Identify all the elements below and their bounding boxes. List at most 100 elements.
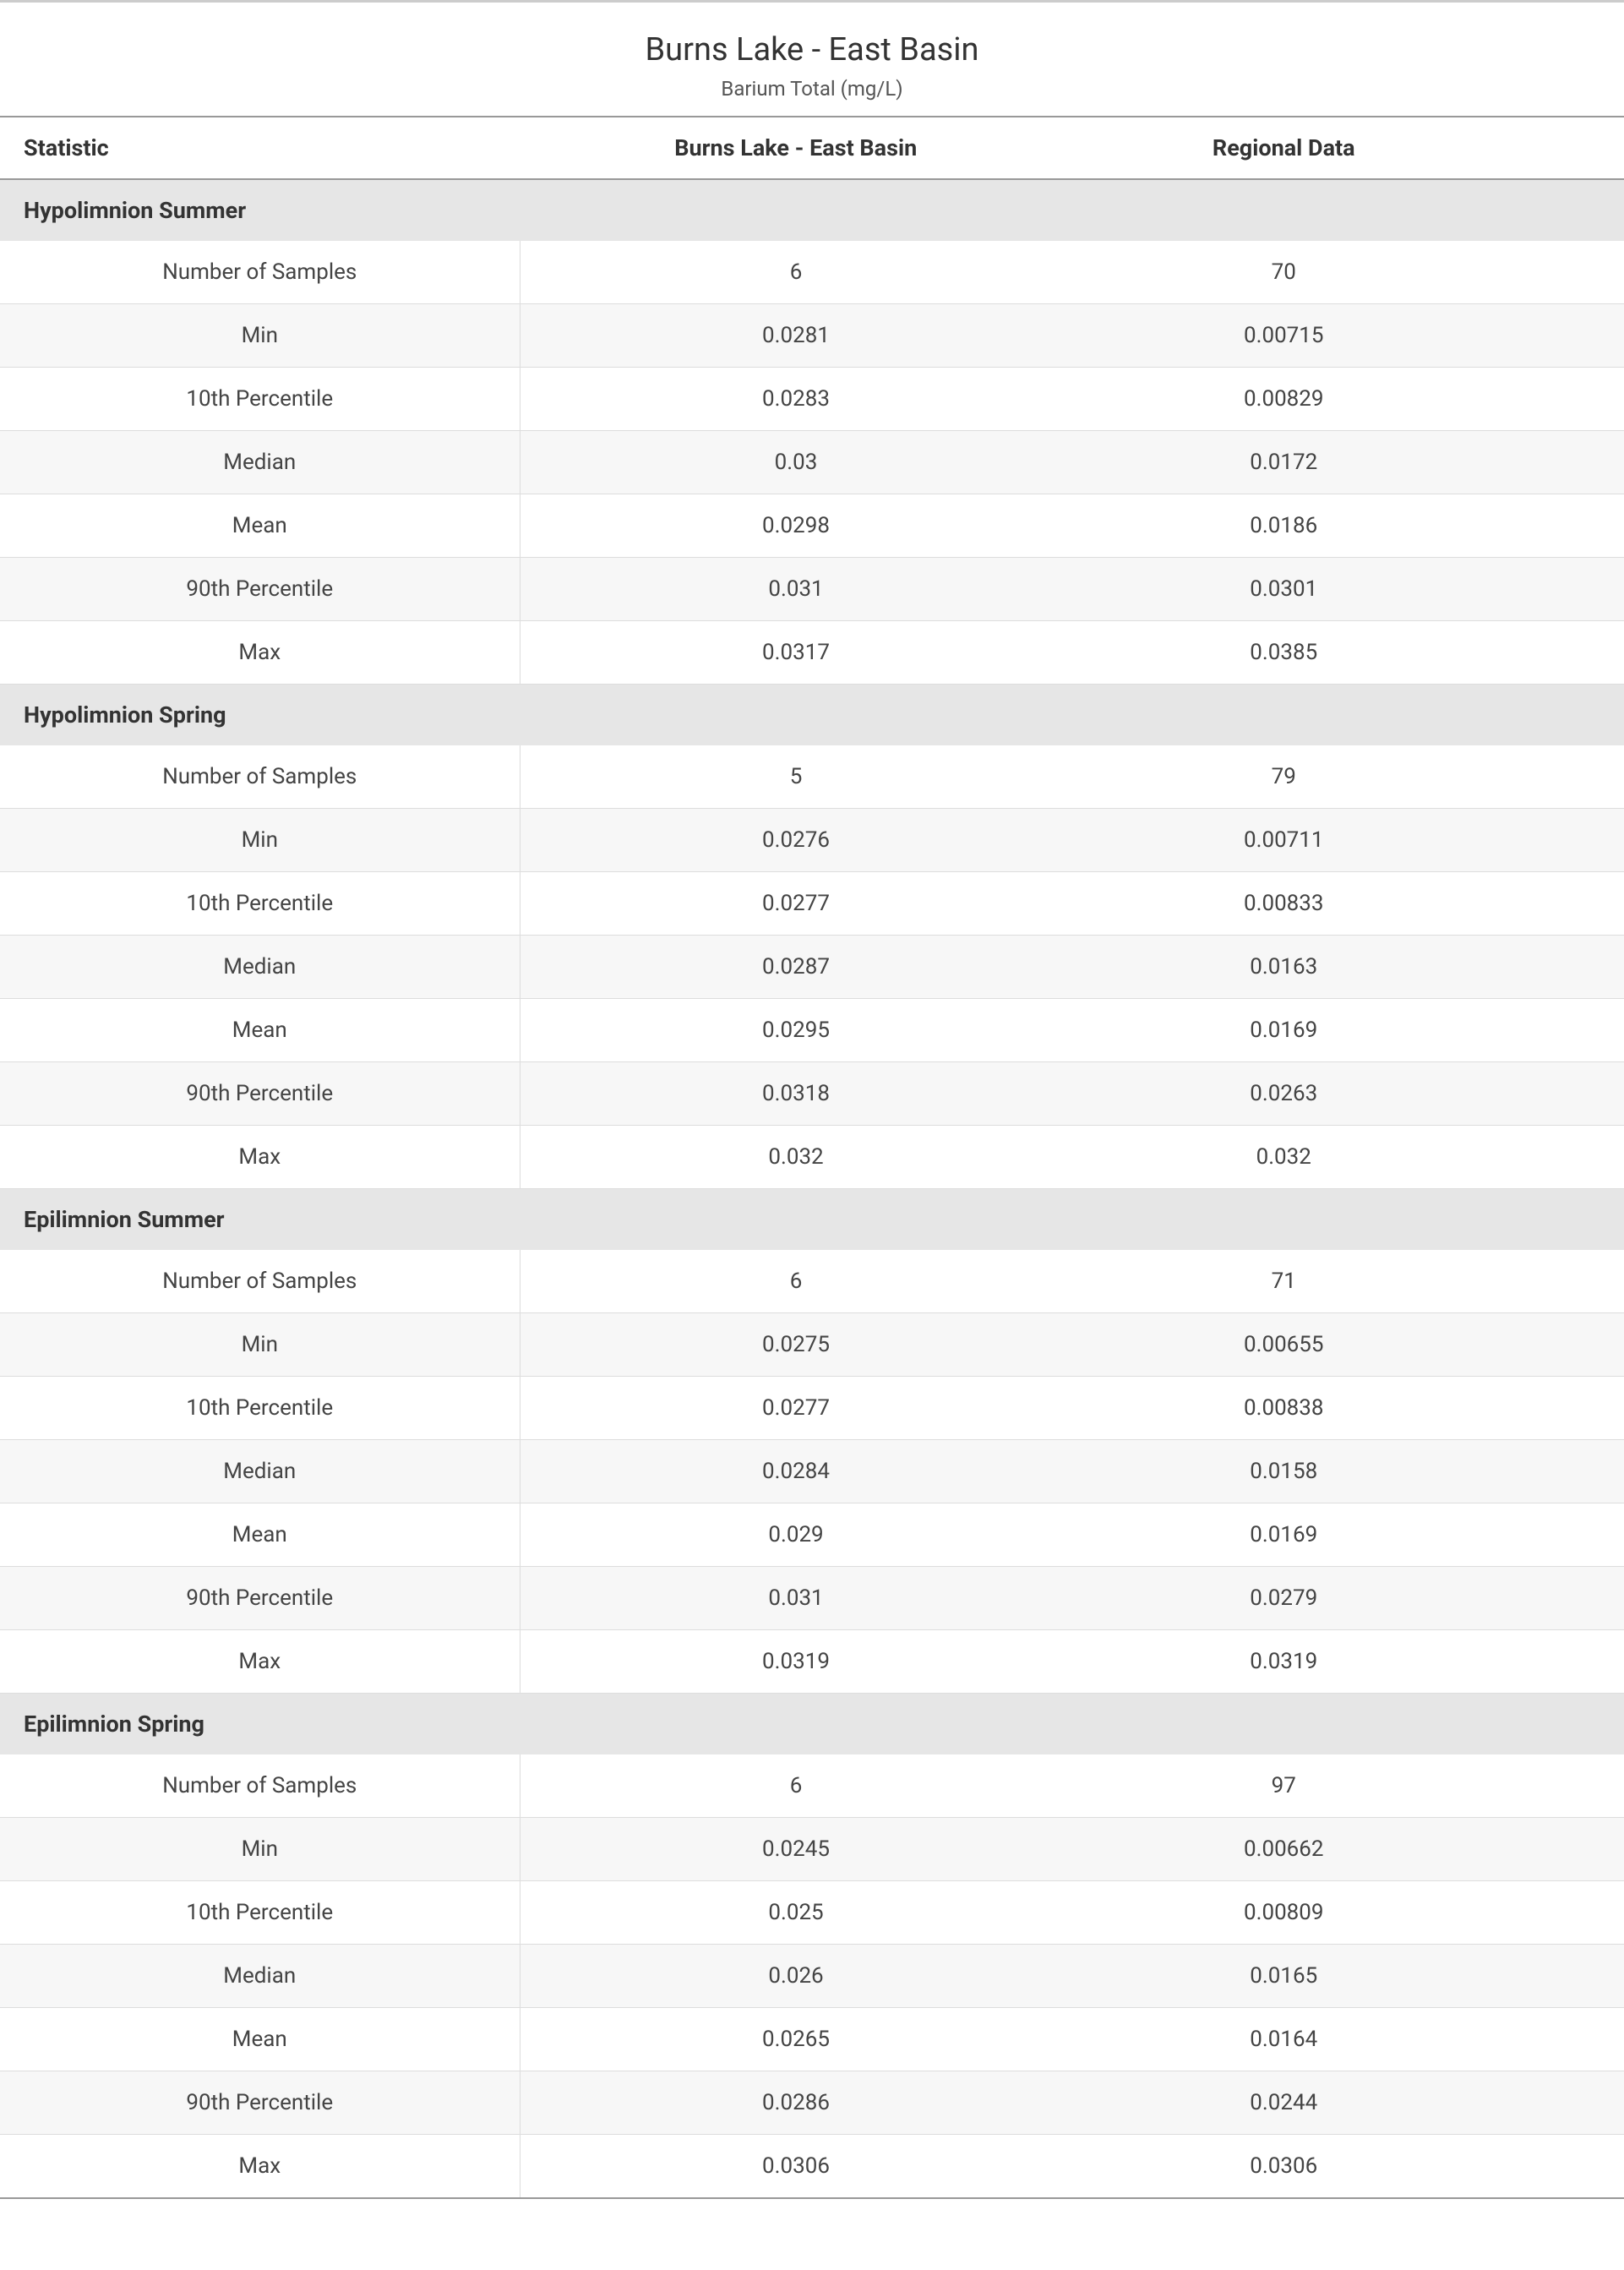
stat-label: Max <box>0 621 520 685</box>
table-row: Min0.02450.00662 <box>0 1818 1624 1881</box>
table-row: Median0.02840.0158 <box>0 1440 1624 1503</box>
stat-label: Median <box>0 1945 520 2008</box>
section-label: Epilimnion Spring <box>0 1694 1624 1755</box>
table-row: 90th Percentile0.03180.0263 <box>0 1062 1624 1126</box>
table-row: Min0.02760.00711 <box>0 809 1624 872</box>
stat-label: 10th Percentile <box>0 1377 520 1440</box>
stat-label: 90th Percentile <box>0 1062 520 1126</box>
table-row: Median0.030.0172 <box>0 431 1624 494</box>
regional-value: 0.0306 <box>1072 2135 1624 2199</box>
stat-label: Mean <box>0 999 520 1062</box>
regional-value: 0.0169 <box>1072 999 1624 1062</box>
section-label: Epilimnion Summer <box>0 1189 1624 1251</box>
table-row: Number of Samples670 <box>0 241 1624 304</box>
regional-value: 0.0163 <box>1072 936 1624 999</box>
site-value: 0.0306 <box>520 2135 1071 2199</box>
table-row: Number of Samples671 <box>0 1250 1624 1313</box>
section-header: Hypolimnion Summer <box>0 179 1624 241</box>
table-row: Max0.03190.0319 <box>0 1630 1624 1694</box>
table-row: Max0.0320.032 <box>0 1126 1624 1189</box>
table-body: Hypolimnion SummerNumber of Samples670Mi… <box>0 179 1624 2198</box>
regional-value: 0.032 <box>1072 1126 1624 1189</box>
section-header: Epilimnion Spring <box>0 1694 1624 1755</box>
col-header-regional: Regional Data <box>1072 117 1624 179</box>
stat-label: Median <box>0 1440 520 1503</box>
stat-label: Max <box>0 1630 520 1694</box>
site-value: 6 <box>520 241 1071 304</box>
page-subtitle: Barium Total (mg/L) <box>0 77 1624 116</box>
regional-value: 0.0263 <box>1072 1062 1624 1126</box>
table-row: Mean0.02950.0169 <box>0 999 1624 1062</box>
table-row: Number of Samples697 <box>0 1754 1624 1818</box>
stat-label: 10th Percentile <box>0 368 520 431</box>
site-value: 0.025 <box>520 1881 1071 1945</box>
regional-value: 0.0172 <box>1072 431 1624 494</box>
stat-label: Median <box>0 936 520 999</box>
stat-label: Min <box>0 809 520 872</box>
table-row: Min0.02750.00655 <box>0 1313 1624 1377</box>
site-value: 0.0318 <box>520 1062 1071 1126</box>
site-value: 0.026 <box>520 1945 1071 2008</box>
site-value: 0.032 <box>520 1126 1071 1189</box>
regional-value: 0.00833 <box>1072 872 1624 936</box>
regional-value: 0.0164 <box>1072 2008 1624 2071</box>
stat-label: Max <box>0 1126 520 1189</box>
regional-value: 0.00838 <box>1072 1377 1624 1440</box>
page-title: Burns Lake - East Basin <box>0 19 1624 77</box>
regional-value: 0.0169 <box>1072 1503 1624 1567</box>
site-value: 0.0276 <box>520 809 1071 872</box>
table-row: Mean0.0290.0169 <box>0 1503 1624 1567</box>
stat-label: Min <box>0 1818 520 1881</box>
stat-label: Number of Samples <box>0 745 520 809</box>
table-row: 90th Percentile0.02860.0244 <box>0 2071 1624 2135</box>
stats-table: Statistic Burns Lake - East Basin Region… <box>0 116 1624 2199</box>
regional-value: 0.00655 <box>1072 1313 1624 1377</box>
table-row: Max0.03060.0306 <box>0 2135 1624 2199</box>
stat-label: Mean <box>0 1503 520 1567</box>
section-label: Hypolimnion Spring <box>0 685 1624 746</box>
site-value: 0.0277 <box>520 872 1071 936</box>
site-value: 0.0319 <box>520 1630 1071 1694</box>
table-row: Mean0.02980.0186 <box>0 494 1624 558</box>
site-value: 0.0245 <box>520 1818 1071 1881</box>
site-value: 0.0317 <box>520 621 1071 685</box>
table-row: 10th Percentile0.02770.00833 <box>0 872 1624 936</box>
table-row: 10th Percentile0.02830.00829 <box>0 368 1624 431</box>
regional-value: 0.00809 <box>1072 1881 1624 1945</box>
regional-value: 97 <box>1072 1754 1624 1818</box>
stat-label: Min <box>0 1313 520 1377</box>
regional-value: 0.00711 <box>1072 809 1624 872</box>
regional-value: 0.0385 <box>1072 621 1624 685</box>
stat-label: Max <box>0 2135 520 2199</box>
section-header: Epilimnion Summer <box>0 1189 1624 1251</box>
site-value: 0.0281 <box>520 304 1071 368</box>
stat-label: 90th Percentile <box>0 1567 520 1630</box>
report-container: Burns Lake - East Basin Barium Total (mg… <box>0 0 1624 2199</box>
site-value: 0.0298 <box>520 494 1071 558</box>
regional-value: 0.0244 <box>1072 2071 1624 2135</box>
table-row: 10th Percentile0.0250.00809 <box>0 1881 1624 1945</box>
site-value: 5 <box>520 745 1071 809</box>
site-value: 0.0287 <box>520 936 1071 999</box>
site-value: 6 <box>520 1250 1071 1313</box>
stat-label: 10th Percentile <box>0 872 520 936</box>
header-row: Statistic Burns Lake - East Basin Region… <box>0 117 1624 179</box>
regional-value: 0.00662 <box>1072 1818 1624 1881</box>
site-value: 0.031 <box>520 1567 1071 1630</box>
table-row: Min0.02810.00715 <box>0 304 1624 368</box>
regional-value: 0.00715 <box>1072 304 1624 368</box>
stat-label: Mean <box>0 2008 520 2071</box>
stat-label: 90th Percentile <box>0 2071 520 2135</box>
site-value: 6 <box>520 1754 1071 1818</box>
section-label: Hypolimnion Summer <box>0 179 1624 241</box>
site-value: 0.0295 <box>520 999 1071 1062</box>
col-header-site: Burns Lake - East Basin <box>520 117 1071 179</box>
site-value: 0.0265 <box>520 2008 1071 2071</box>
site-value: 0.0283 <box>520 368 1071 431</box>
regional-value: 0.0158 <box>1072 1440 1624 1503</box>
stat-label: 10th Percentile <box>0 1881 520 1945</box>
regional-value: 0.00829 <box>1072 368 1624 431</box>
table-row: 90th Percentile0.0310.0279 <box>0 1567 1624 1630</box>
table-row: Max0.03170.0385 <box>0 621 1624 685</box>
stat-label: Number of Samples <box>0 1250 520 1313</box>
